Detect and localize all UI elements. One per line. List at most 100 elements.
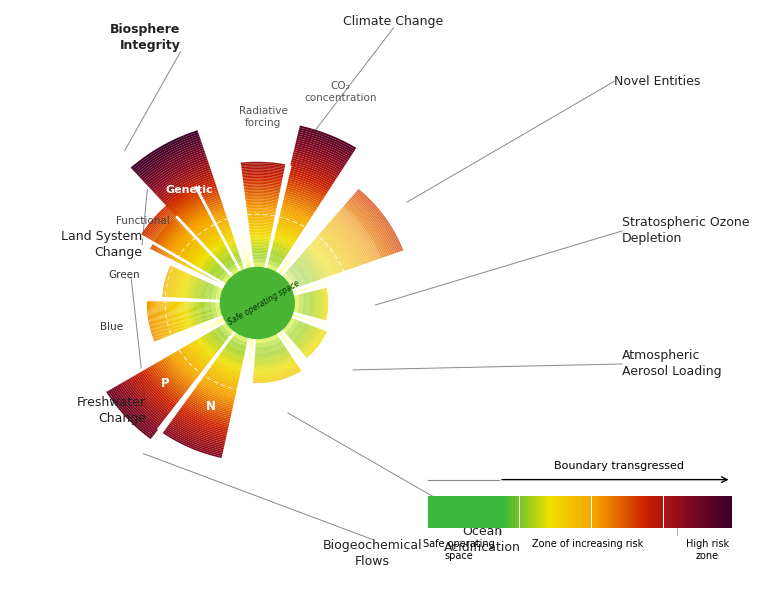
Polygon shape <box>134 373 172 413</box>
Polygon shape <box>505 496 506 528</box>
Polygon shape <box>165 428 224 455</box>
Polygon shape <box>305 330 326 358</box>
Polygon shape <box>167 233 187 259</box>
Polygon shape <box>306 247 329 278</box>
Polygon shape <box>187 275 195 299</box>
Polygon shape <box>451 496 452 528</box>
Polygon shape <box>164 301 171 337</box>
Polygon shape <box>108 389 153 438</box>
Polygon shape <box>317 288 319 319</box>
Polygon shape <box>578 496 579 528</box>
Polygon shape <box>157 225 180 255</box>
Polygon shape <box>223 348 245 359</box>
Polygon shape <box>155 224 178 253</box>
Polygon shape <box>215 360 242 373</box>
Polygon shape <box>164 175 215 205</box>
Polygon shape <box>241 174 283 178</box>
Polygon shape <box>293 324 310 345</box>
Polygon shape <box>293 152 343 173</box>
Polygon shape <box>257 190 373 303</box>
Polygon shape <box>281 274 294 291</box>
Polygon shape <box>333 215 370 264</box>
Polygon shape <box>350 196 394 256</box>
Polygon shape <box>183 404 230 426</box>
Polygon shape <box>253 349 289 359</box>
Polygon shape <box>536 496 537 528</box>
Polygon shape <box>166 211 210 251</box>
Polygon shape <box>253 350 290 360</box>
Polygon shape <box>214 361 242 375</box>
Polygon shape <box>144 148 206 183</box>
Polygon shape <box>252 362 297 373</box>
Polygon shape <box>652 496 654 528</box>
Polygon shape <box>703 496 704 528</box>
Polygon shape <box>254 339 282 346</box>
Polygon shape <box>437 496 439 528</box>
Polygon shape <box>160 170 213 200</box>
Polygon shape <box>257 221 399 303</box>
Polygon shape <box>221 267 239 283</box>
Polygon shape <box>300 293 302 315</box>
Polygon shape <box>467 496 468 528</box>
Polygon shape <box>197 336 217 356</box>
Polygon shape <box>244 201 277 204</box>
Polygon shape <box>317 288 320 320</box>
Polygon shape <box>151 221 176 251</box>
Polygon shape <box>298 326 316 350</box>
Polygon shape <box>180 302 187 331</box>
Polygon shape <box>701 496 702 528</box>
Polygon shape <box>324 287 327 322</box>
Polygon shape <box>229 265 245 275</box>
Polygon shape <box>253 345 286 353</box>
Polygon shape <box>223 322 235 333</box>
Polygon shape <box>245 205 276 208</box>
Polygon shape <box>550 496 551 528</box>
Polygon shape <box>179 225 217 259</box>
Polygon shape <box>294 294 296 313</box>
Polygon shape <box>277 219 305 231</box>
Polygon shape <box>126 378 167 421</box>
Polygon shape <box>253 350 289 359</box>
Polygon shape <box>472 496 473 528</box>
Polygon shape <box>184 302 190 330</box>
Polygon shape <box>182 245 200 267</box>
Polygon shape <box>189 396 233 416</box>
Polygon shape <box>209 368 240 383</box>
Polygon shape <box>207 253 231 275</box>
Polygon shape <box>622 496 623 528</box>
Polygon shape <box>165 355 194 385</box>
Polygon shape <box>240 168 284 171</box>
Polygon shape <box>294 259 313 284</box>
Polygon shape <box>200 258 213 275</box>
Polygon shape <box>430 496 432 528</box>
Polygon shape <box>311 290 313 318</box>
Polygon shape <box>700 496 701 528</box>
Polygon shape <box>172 268 180 299</box>
Polygon shape <box>296 324 313 347</box>
Polygon shape <box>288 267 304 287</box>
Polygon shape <box>169 423 226 448</box>
Polygon shape <box>177 411 229 435</box>
Polygon shape <box>289 321 303 339</box>
Polygon shape <box>549 496 550 528</box>
Polygon shape <box>240 165 285 168</box>
Polygon shape <box>290 162 337 182</box>
Polygon shape <box>109 388 154 436</box>
Polygon shape <box>518 496 519 528</box>
Polygon shape <box>157 301 166 339</box>
Polygon shape <box>173 238 192 262</box>
Polygon shape <box>177 270 185 299</box>
Polygon shape <box>206 302 211 321</box>
Polygon shape <box>192 391 234 410</box>
Polygon shape <box>195 387 235 405</box>
Text: Safe operating
space: Safe operating space <box>423 539 495 561</box>
Polygon shape <box>272 241 292 251</box>
Polygon shape <box>250 250 268 253</box>
Polygon shape <box>205 282 210 301</box>
Polygon shape <box>151 363 184 398</box>
Polygon shape <box>254 338 281 345</box>
Polygon shape <box>292 322 308 343</box>
Polygon shape <box>204 231 233 248</box>
Polygon shape <box>533 496 534 528</box>
Polygon shape <box>541 496 543 528</box>
